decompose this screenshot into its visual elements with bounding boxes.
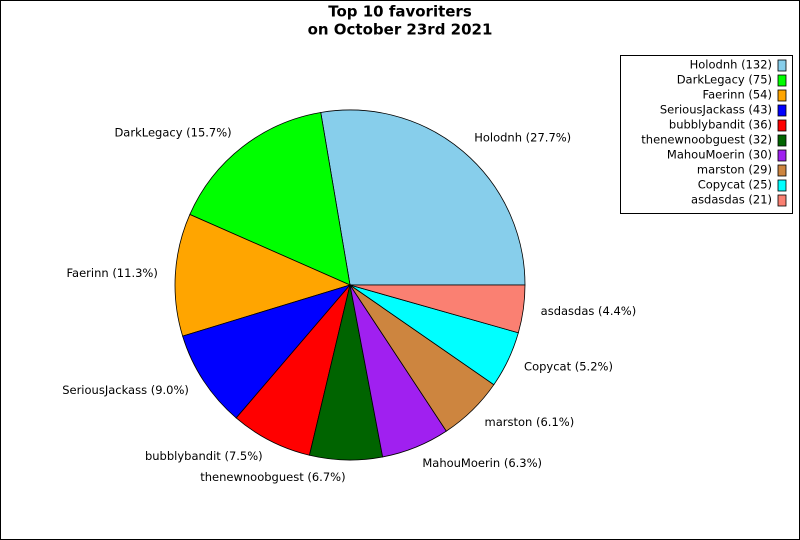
legend-swatch [777, 74, 787, 87]
pie-slice [189, 112, 351, 286]
legend-swatch [777, 149, 787, 162]
slice-label: SeriousJackass (9.0%) [62, 383, 189, 397]
chart-title: Top 10 favoriters [328, 3, 472, 21]
slice-label: asdasdas (4.4%) [541, 304, 637, 318]
legend-label: Holodnh (132) [690, 58, 772, 72]
legend-swatch [777, 89, 787, 102]
legend-swatch [777, 179, 787, 192]
legend-label: Faerinn (54) [703, 88, 772, 102]
slice-label: Holodnh (27.7%) [474, 130, 571, 144]
pie-slice [174, 213, 352, 337]
slice-label: Copycat (5.2%) [524, 360, 613, 374]
legend-label: marston (29) [697, 163, 772, 177]
pie-slice [349, 284, 526, 334]
legend-swatch [777, 59, 787, 72]
legend-swatch [777, 104, 787, 117]
slice-label: thenewnoobguest (6.7%) [200, 470, 345, 484]
legend-swatch [777, 134, 787, 147]
pie-slice [320, 109, 526, 286]
legend-swatch [777, 119, 787, 132]
legend-label: bubblybandit (36) [669, 118, 772, 132]
legend-label: SeriousJackass (43) [660, 103, 772, 117]
legend-swatch [777, 194, 787, 207]
slice-label: DarkLegacy (15.7%) [114, 126, 231, 140]
slice-label: marston (6.1%) [485, 415, 575, 429]
slice-label: Faerinn (11.3%) [66, 266, 157, 280]
legend-label: thenewnoobguest (32) [641, 133, 772, 147]
pie-slice [182, 284, 352, 419]
legend-label: MahouMoerin (30) [667, 148, 772, 162]
slice-label: MahouMoerin (6.3%) [422, 456, 542, 470]
legend-box [620, 55, 793, 214]
slice-label: bubblybandit (7.5%) [145, 449, 263, 463]
chart-title: on October 23rd 2021 [308, 21, 493, 39]
legend-label: Copycat (25) [698, 178, 772, 192]
legend-label: asdasdas (21) [691, 193, 772, 207]
legend-swatch [777, 164, 787, 177]
legend-label: DarkLegacy (75) [677, 73, 772, 87]
